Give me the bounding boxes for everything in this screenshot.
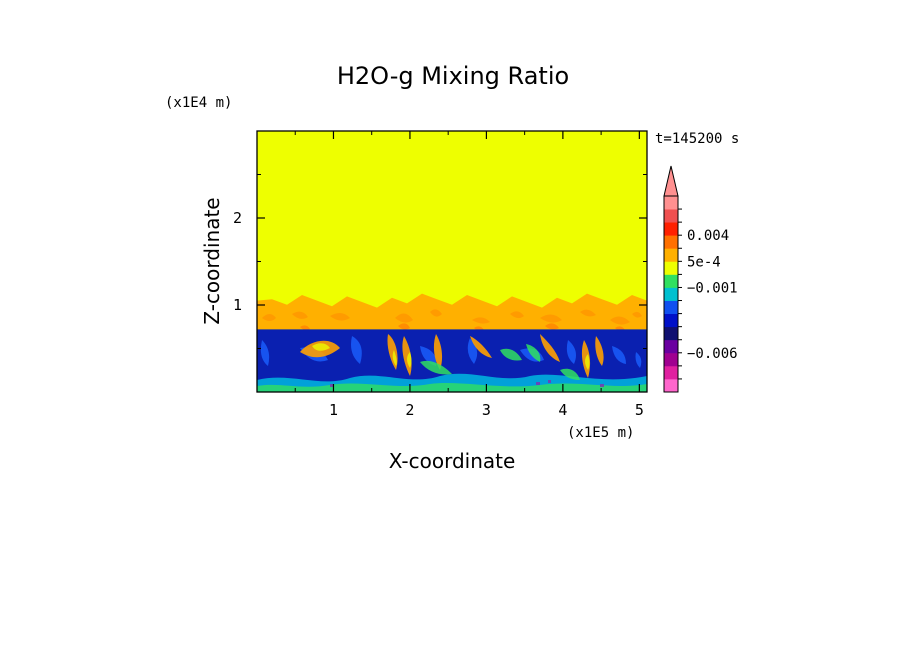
x-tick-label: 4 bbox=[558, 401, 567, 419]
x-tick-label: 3 bbox=[482, 401, 491, 419]
x-ticks bbox=[294, 131, 640, 392]
colorbar-label: 0.004 bbox=[687, 228, 729, 244]
colorbar-swatch bbox=[664, 339, 678, 354]
x-scale-label: (x1E5 m) bbox=[567, 425, 634, 441]
colorbar-swatch bbox=[664, 378, 678, 393]
x-tick-label: 2 bbox=[405, 401, 414, 419]
time-label: t=145200 s bbox=[655, 131, 739, 147]
colorbar bbox=[663, 165, 682, 393]
colorbar-swatch bbox=[664, 248, 678, 262]
colorbar-label: −0.001 bbox=[687, 280, 738, 296]
colorbar-swatch bbox=[664, 313, 678, 328]
transition-streaks bbox=[262, 309, 642, 325]
colorbar-swatch bbox=[664, 222, 678, 236]
colorbar-extend-arrow bbox=[663, 165, 679, 197]
colorbar-label: 5e-4 bbox=[687, 254, 721, 270]
colorbar-swatch bbox=[664, 274, 678, 288]
lower-turbulence bbox=[257, 334, 647, 392]
colorbar-swatch bbox=[664, 261, 678, 275]
y-tick-labels: 12 bbox=[233, 209, 242, 314]
y-ticks bbox=[257, 174, 647, 349]
y-tick-label: 1 bbox=[233, 296, 242, 314]
colorbar-swatch bbox=[664, 209, 678, 223]
colorbar-swatch bbox=[664, 235, 678, 249]
colorbar-swatch bbox=[664, 300, 678, 314]
x-tick-labels: 1 2 3 4 5 bbox=[329, 401, 644, 419]
y-tick-label: 2 bbox=[233, 209, 242, 227]
chart-title: H2O-g Mixing Ratio bbox=[337, 62, 569, 90]
plot-area bbox=[257, 131, 647, 392]
y-scale-label: (x1E4 m) bbox=[165, 95, 232, 111]
colorbar-swatch bbox=[664, 365, 678, 380]
colorbar-swatch bbox=[664, 352, 678, 367]
colorbar-swatch bbox=[664, 326, 678, 341]
lower-blue-patches bbox=[260, 336, 642, 368]
colorbar-swatch bbox=[664, 287, 678, 301]
lower-green-band bbox=[257, 383, 647, 392]
x-axis-label: X-coordinate bbox=[389, 449, 516, 473]
y-axis-label: Z-coordinate bbox=[200, 197, 224, 324]
x-tick-label: 1 bbox=[329, 401, 338, 419]
x-tick-label: 5 bbox=[635, 401, 644, 419]
colorbar-swatch bbox=[664, 196, 678, 210]
colorbar-labels: 0.004 5e-4 −0.001 −0.006 bbox=[687, 228, 738, 362]
colorbar-label: −0.006 bbox=[687, 346, 738, 362]
colorbar-frame bbox=[663, 195, 679, 393]
